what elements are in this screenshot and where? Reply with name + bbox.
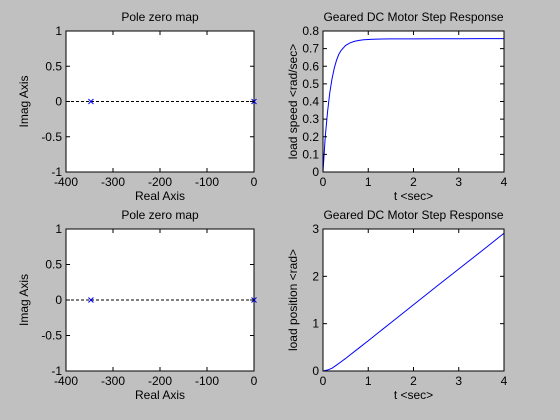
x-tick-label: -300 xyxy=(101,175,125,189)
y-axis-label: Imag Axis xyxy=(17,75,31,127)
y-tick-label: 0.6 xyxy=(302,59,319,73)
y-axis-label: Imag Axis xyxy=(17,274,31,326)
x-axis-label: t <sec> xyxy=(394,189,433,203)
x-tick-label: 1 xyxy=(365,374,372,388)
x-tick-label: 1 xyxy=(365,175,372,189)
y-tick-label: 1 xyxy=(55,24,62,38)
x-tick-label: -300 xyxy=(101,374,125,388)
plot-area xyxy=(66,31,254,172)
plot-area xyxy=(323,31,504,172)
y-axis-label: load position <rad> xyxy=(286,249,300,351)
y-tick-label: -1 xyxy=(51,165,62,179)
chart-3: -400 -300 -200 -100 0 -1 -0.5 0 0.5 1 Pole zero ma… xyxy=(17,208,258,402)
y-tick-label: 1 xyxy=(312,317,319,331)
y-tick-label: 1 xyxy=(55,222,62,236)
x-tick-label: 3 xyxy=(455,374,462,388)
chart-title: Pole zero map xyxy=(121,10,199,24)
y-tick-label: 0 xyxy=(312,364,319,378)
x-axis-label: Real Axis xyxy=(135,189,185,203)
y-tick-label: 2 xyxy=(312,269,319,283)
y-tick-label: 0.5 xyxy=(45,258,62,272)
y-tick-label: 0.5 xyxy=(45,59,62,73)
x-tick-label: -200 xyxy=(148,175,172,189)
x-axis-label: Real Axis xyxy=(135,388,185,402)
x-tick-label: 3 xyxy=(455,175,462,189)
chart-title: Geared DC Motor Step Response xyxy=(323,208,503,222)
y-tick-label: 0.2 xyxy=(302,130,319,144)
chart-title: Pole zero map xyxy=(121,208,199,222)
y-tick-label: 0.1 xyxy=(302,147,319,161)
x-tick-label: -400 xyxy=(54,374,78,388)
x-tick-label: -100 xyxy=(195,175,219,189)
plot-area xyxy=(323,229,504,371)
y-tick-label: 0 xyxy=(55,293,62,307)
x-tick-label: -200 xyxy=(148,374,172,388)
x-tick-label: 0 xyxy=(320,175,327,189)
x-tick-label: 4 xyxy=(501,175,508,189)
x-tick-label: 2 xyxy=(410,175,417,189)
y-tick-label: 0.4 xyxy=(302,95,319,109)
pole-marker-stroke xyxy=(88,297,94,303)
y-tick-label: -0.5 xyxy=(41,130,62,144)
x-tick-label: 2 xyxy=(410,374,417,388)
pole-marker-stroke xyxy=(88,98,94,105)
series-line-1 xyxy=(323,232,504,371)
chart-title: Geared DC Motor Step Response xyxy=(323,10,503,24)
x-tick-label: -100 xyxy=(195,374,219,388)
pole-marker-1 xyxy=(88,98,94,105)
chart-1: -400 -300 -200 -100 0 -1 -0.5 0 0.5 1 Pole zero ma… xyxy=(17,10,258,203)
y-axis-label: load speed <rad/sec> xyxy=(286,44,300,159)
x-tick-label: 0 xyxy=(320,374,327,388)
y-tick-label: 0 xyxy=(55,95,62,109)
y-tick-label: 0.8 xyxy=(302,24,319,38)
y-tick-label: 3 xyxy=(312,222,319,236)
x-tick-label: 4 xyxy=(501,374,508,388)
y-tick-label: -0.5 xyxy=(41,329,62,343)
x-axis-label: t <sec> xyxy=(394,388,433,402)
y-tick-label: 0 xyxy=(312,165,319,179)
x-tick-label: -400 xyxy=(54,175,78,189)
plot-area xyxy=(66,229,254,371)
x-tick-label: 0 xyxy=(251,374,258,388)
y-tick-label: -1 xyxy=(51,364,62,378)
y-tick-label: 0.5 xyxy=(302,77,319,91)
pole-marker-1 xyxy=(88,297,94,303)
y-tick-label: 0.3 xyxy=(302,112,319,126)
x-tick-label: 0 xyxy=(251,175,258,189)
series-line-1 xyxy=(323,38,504,172)
y-tick-label: 0.7 xyxy=(302,42,319,56)
chart-4: 0 1 2 3 4 0 1 2 3 Geared DC Motor Step Response t … xyxy=(286,208,508,402)
